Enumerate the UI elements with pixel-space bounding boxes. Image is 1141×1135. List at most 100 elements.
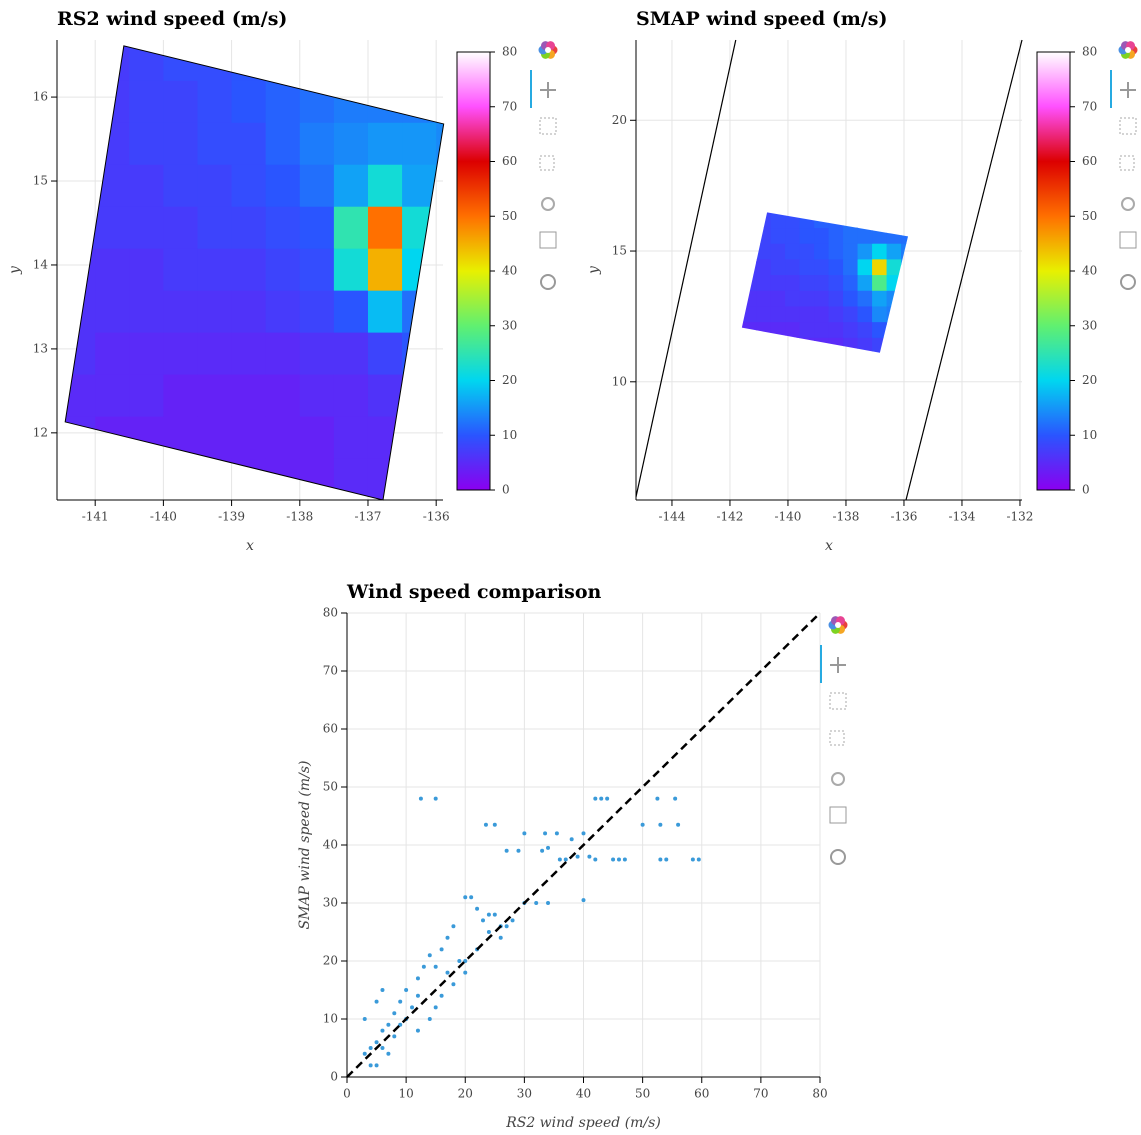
scatter-point [439,993,444,998]
heatmap-cell [843,305,859,323]
colorbar-tick-label: 50 [1082,209,1097,223]
chart-title: SMAP wind speed (m/s) [636,8,887,30]
y-tick-label: 40 [323,838,338,852]
heatmap-cell [299,374,335,417]
heatmap-cell [843,258,859,276]
zoom-tool[interactable] [1119,117,1137,135]
scatter-point [690,857,695,862]
y-tick-label: 50 [323,780,338,794]
scatter-point [374,1063,379,1068]
box-select-tool[interactable] [539,155,555,171]
scatter-point [421,964,426,969]
pan-tool[interactable] [540,82,556,98]
x-tick-label: 40 [576,1087,591,1101]
heatmap-cell [231,332,267,375]
x-tick-label: -134 [948,510,975,524]
scatter-point [445,935,450,940]
heatmap-cell [129,164,164,207]
y-tick-label: 20 [612,113,627,127]
scatter-point [368,1063,373,1068]
heatmap-cell [197,290,233,333]
reset-tool[interactable] [1120,274,1136,290]
scatter-point [593,857,598,862]
colorbar-tick-label: 40 [502,264,517,278]
zoom-tool[interactable] [539,117,557,135]
zoom-tool[interactable] [829,692,847,710]
pan-tool[interactable] [1120,82,1136,98]
heatmap-cell [129,122,164,165]
heatmap-cell [197,332,233,375]
save-tool[interactable] [539,231,557,249]
scatter-point [398,1022,403,1027]
heatmap-cell [231,206,267,249]
scatter-point [480,918,485,923]
x-tick-label: -142 [716,510,743,524]
wheel-zoom-tool[interactable] [1121,197,1135,211]
heatmap-cell [197,206,233,249]
heatmap-cell [828,274,844,291]
scatter-point [622,857,627,862]
heatmap-cell [857,321,873,338]
reset-tool[interactable] [830,849,846,865]
heatmap-cell [814,321,830,338]
heatmap-cell [843,227,859,244]
scatter-point [362,1017,367,1021]
heatmap-cell [828,290,844,307]
heatmap-cell [265,248,301,291]
scatter-point [676,822,681,827]
heatmap-cell [756,243,772,260]
scatter-point [664,857,669,862]
x-tick-label: -139 [218,510,245,524]
heatmap-cell [367,206,403,249]
heatmap-cell [785,274,801,291]
heatmap-cell [402,164,437,207]
heatmap-cell [163,206,198,249]
scatter-point [581,898,586,903]
heatmap-cell [163,248,198,291]
reference-line [346,612,821,1078]
scatter-point [543,831,548,836]
x-tick-label: -140 [774,510,801,524]
heatmap-cell [770,227,786,244]
heatmap-cell [843,243,859,260]
scatter-point [546,901,551,905]
x-tick-label: -137 [354,510,381,524]
heatmap-cell [299,416,335,459]
heatmap-cell [828,305,844,323]
heatmap-cell [814,290,830,307]
scatter-point [534,901,539,905]
box-select-tool[interactable] [829,730,845,746]
scatter-point [410,1005,415,1010]
y-tick-label: 15 [612,244,627,258]
wheel-zoom-tool[interactable] [541,197,555,211]
scatter-point [398,999,403,1004]
scatter-point [445,970,450,975]
heatmap-cell [299,206,335,249]
box-select-tool[interactable] [1119,155,1135,171]
scatter-point [593,796,598,801]
heatmap-cell [129,332,164,375]
colorbar-tick-label: 80 [502,45,517,59]
heatmap-cell [814,243,830,260]
colorbar-tick-label: 0 [502,483,510,497]
heatmap-cell [95,206,130,249]
save-tool[interactable] [829,806,847,824]
reset-tool[interactable] [540,274,556,290]
pan-tool[interactable] [830,657,846,673]
heatmap-cell [95,374,130,417]
scatter-point [498,935,503,940]
y-tick-label: 16 [33,90,48,104]
chart-title: RS2 wind speed (m/s) [57,8,287,30]
scatter-point [486,912,491,917]
colorbar-tick-label: 60 [1082,154,1097,168]
wheel-zoom-tool[interactable] [831,772,845,786]
swath-edge [905,39,1023,501]
heatmap-cell [402,122,437,165]
heatmap-cell [799,290,815,307]
heatmap-cell [886,258,902,276]
heatmap-cell [163,80,198,123]
save-tool[interactable] [1119,231,1137,249]
scatter-point [427,1017,432,1021]
